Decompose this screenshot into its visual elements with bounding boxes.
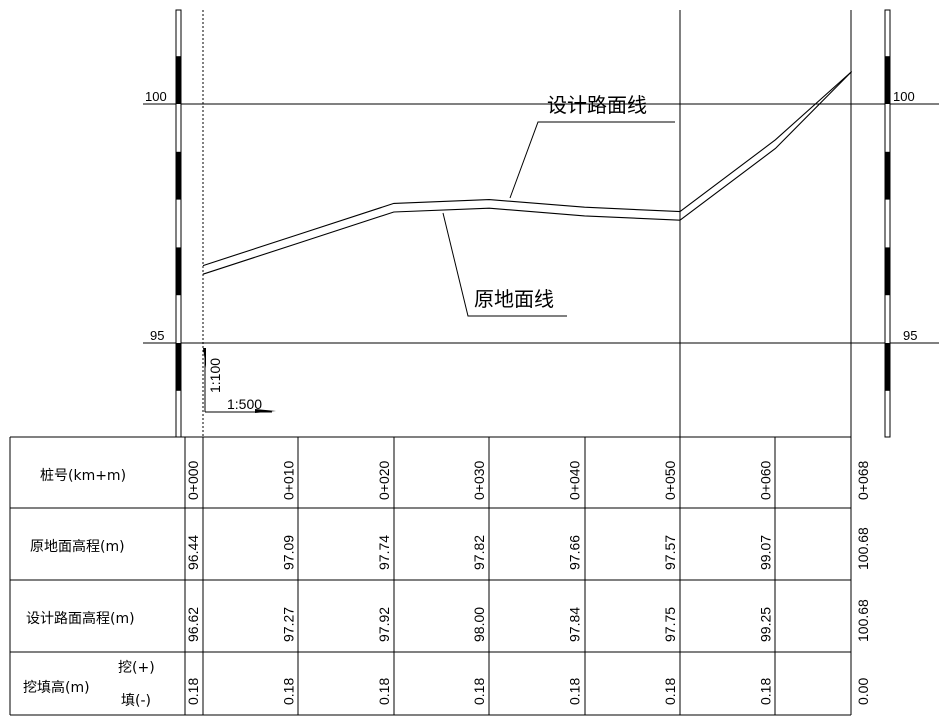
right-ruler-frame xyxy=(884,9,891,438)
ruler-band xyxy=(176,247,181,296)
station-cell: 0+030 xyxy=(471,460,487,500)
ground-elevation-cell: 100.68 xyxy=(855,527,871,570)
ruler-band xyxy=(885,247,890,296)
design-line-callout: 设计路面线 xyxy=(509,93,675,199)
vertical-scale-label: 1:100 xyxy=(207,358,223,393)
design-elevation-cell: 98.00 xyxy=(471,607,487,642)
cut-fill-cell: 0.18 xyxy=(567,678,583,705)
cut-fill-cell: 0.18 xyxy=(376,678,392,705)
data-table: 桩号(km+m) 原地面高程(m) 设计路面高程(m) 挖填高(m) 挖(+) … xyxy=(9,436,871,716)
ground-elevation-cell: 99.07 xyxy=(757,535,773,570)
row-header-station: 桩号(km+m) xyxy=(40,467,126,484)
ruler-band xyxy=(176,151,181,200)
station-cell: 0+060 xyxy=(757,460,773,500)
design-elevation-cell: 97.92 xyxy=(376,607,392,642)
station-cell: 0+020 xyxy=(376,460,392,500)
station-cell: 0+000 xyxy=(185,460,201,500)
left-tick-label-100: 100 xyxy=(145,89,167,104)
cut-fill-cell: 0.18 xyxy=(280,678,296,705)
station-cell: 0+010 xyxy=(280,460,296,500)
horizontal-scale-arrow xyxy=(255,409,276,413)
cut-fill-cell: 0.18 xyxy=(185,678,201,705)
row-header-ground-elevation: 原地面高程(m) xyxy=(30,538,125,555)
ground-elevation-cell: 97.82 xyxy=(471,535,487,570)
design-elevation-cell: 97.27 xyxy=(280,607,296,642)
station-cell: 0+040 xyxy=(567,460,583,500)
ground-elevation-cell: 97.74 xyxy=(376,535,392,570)
scale-annotation: 1:100 1:500 xyxy=(203,348,276,413)
cut-fill-cell: 0.18 xyxy=(662,678,678,705)
design-line-label: 设计路面线 xyxy=(547,93,647,117)
row-header-cut-fill: 挖填高(m) xyxy=(23,679,90,696)
ground-elevation-cell: 97.57 xyxy=(662,535,678,570)
ground-elevation-cell: 97.09 xyxy=(280,535,296,570)
horizontal-scale-label: 1:500 xyxy=(227,396,262,412)
right-tick-label-100: 100 xyxy=(893,89,915,104)
ground-line-label: 原地面线 xyxy=(474,287,554,311)
ruler-band xyxy=(176,56,181,104)
right-tick-label-95: 95 xyxy=(903,328,917,343)
station-cell: 0+068 xyxy=(855,460,871,500)
left-elevation-ruler: 100 95 xyxy=(143,9,182,438)
cut-fill-cell: 0.18 xyxy=(757,678,773,705)
design-elevation-cell: 100.68 xyxy=(855,599,871,642)
ruler-band xyxy=(885,56,890,104)
design-elevation-cell: 97.75 xyxy=(662,607,678,642)
design-elevation-cell: 96.62 xyxy=(185,607,201,642)
ground-elevation-cell: 97.66 xyxy=(567,535,583,570)
ruler-band xyxy=(176,343,181,391)
design-elevation-cell: 97.84 xyxy=(567,607,583,642)
ground-line-callout: 原地面线 xyxy=(442,212,567,317)
ground-elevation-cell: 96.44 xyxy=(185,535,201,570)
right-elevation-ruler: 100 95 xyxy=(884,9,917,438)
table-values: 0+000 0+010 0+020 0+030 0+040 0+050 0+060 0+068… xyxy=(185,460,871,705)
cut-fill-cell: 0.18 xyxy=(471,678,487,705)
row-header-cut: 挖(+) xyxy=(118,660,155,676)
cut-fill-cell: 0.00 xyxy=(855,678,871,705)
design-road-line xyxy=(202,71,853,267)
row-header-design-elevation: 设计路面高程(m) xyxy=(26,610,135,627)
design-elevation-cell: 99.25 xyxy=(757,607,773,642)
design-line-leader xyxy=(509,121,675,199)
ground-line-leader xyxy=(442,212,567,317)
left-tick-label-95: 95 xyxy=(150,328,164,343)
section-lines xyxy=(202,10,852,437)
ruler-band xyxy=(885,343,890,391)
station-cell: 0+050 xyxy=(662,460,678,500)
elevation-gridlines xyxy=(176,103,939,344)
original-ground-line xyxy=(202,71,853,275)
ruler-band xyxy=(885,151,890,200)
row-header-fill: 填(-) xyxy=(121,693,151,709)
